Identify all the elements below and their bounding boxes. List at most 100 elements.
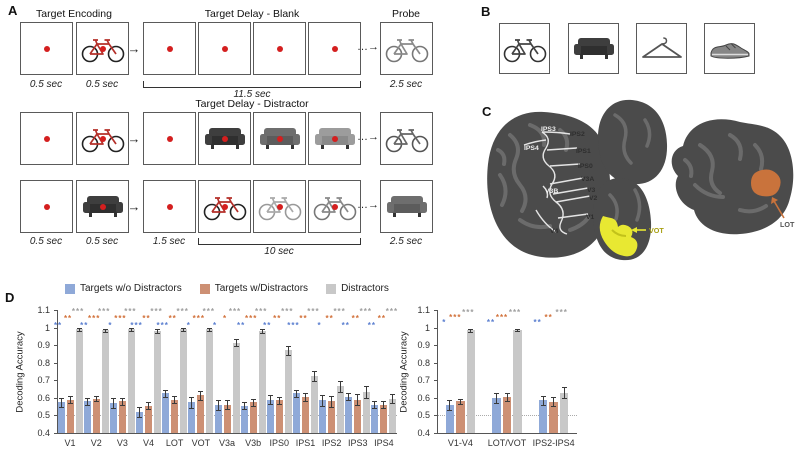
roi-label-IPS1: IPS1 xyxy=(576,148,591,155)
chart-legend: Targets w/o Distractors Targets w/Distrac… xyxy=(65,283,389,294)
error-bar-cap xyxy=(137,417,143,419)
roi-label-IPS0: IPS0 xyxy=(578,163,593,170)
error-bar-cap xyxy=(540,404,546,406)
error-bar-cap xyxy=(119,404,125,406)
error-bar-cap xyxy=(67,396,73,398)
y-tick-mark xyxy=(434,327,437,329)
significance-marker: *** xyxy=(254,307,268,316)
decoding-accuracy-chart-rois: 0.4 0.5 0.6 0.7 0.8 0.9 1 1.1 Decoding Accuracy *… xyxy=(0,280,412,450)
couch-mid-icon xyxy=(386,195,427,217)
error-bar-cap xyxy=(189,407,195,409)
bar-V3a-s0 xyxy=(214,404,222,433)
error-bar-cap xyxy=(468,331,474,333)
y-tick-label: 0.9 xyxy=(37,340,50,351)
significance-marker: ** xyxy=(544,313,553,322)
roi-label-V3B: V3B xyxy=(545,188,558,195)
bar-V3-s2 xyxy=(127,329,135,433)
bar-VOT-s0 xyxy=(188,402,196,433)
roi-label-IPS3: IPS3 xyxy=(541,126,556,133)
significance-marker: ** xyxy=(486,318,496,327)
fixation-dot xyxy=(99,203,106,210)
error-bar-cap xyxy=(146,402,152,404)
significance-marker: *** xyxy=(508,308,522,317)
y-axis-title: Decoding Accuracy xyxy=(398,330,410,413)
sequence-arrow: → xyxy=(127,199,141,214)
y-axis-title: Decoding Accuracy xyxy=(14,330,26,413)
fixation-dot xyxy=(43,203,50,210)
legend-swatch xyxy=(65,283,75,294)
bar-V2-s0 xyxy=(83,401,91,433)
error-bar-cap xyxy=(515,329,520,331)
error-bar-cap xyxy=(381,408,387,410)
y-tick-label: 0.6 xyxy=(37,392,50,403)
y-tick-mark xyxy=(54,362,57,364)
y-tick-mark xyxy=(434,433,437,434)
significance-marker: ** xyxy=(237,321,246,330)
fixation-dot xyxy=(166,203,173,210)
category-box-couch xyxy=(568,23,619,74)
roi-label-VOT: VOT xyxy=(649,226,664,235)
error-bar-cap xyxy=(551,406,557,408)
y-tick-label: 1.1 xyxy=(37,305,50,315)
sequence-arrow: → xyxy=(127,131,141,146)
error-bar-cap xyxy=(390,403,396,405)
error-bar xyxy=(78,327,80,332)
significance-marker: ** xyxy=(299,314,308,323)
legend-label: Targets w/Distractors xyxy=(214,283,309,294)
timing-blank-delay: 11.5 sec xyxy=(233,89,271,100)
bicycle-light-icon xyxy=(258,196,301,220)
category-box-shoe xyxy=(704,23,755,74)
error-bar-cap xyxy=(381,401,387,403)
sequence-arrow: → xyxy=(127,41,141,56)
y-tick-label: 0.8 xyxy=(417,357,430,368)
error-bar-cap xyxy=(338,381,344,383)
bar-IPS2-IPS4-s2 xyxy=(559,392,569,433)
significance-marker: * xyxy=(442,318,447,327)
significance-marker: *** xyxy=(333,307,346,316)
bicycle-red-icon xyxy=(81,38,124,62)
stimulus-box xyxy=(308,180,361,233)
couch-dark-icon xyxy=(82,195,123,217)
bar-IPS2-s0 xyxy=(319,400,327,433)
x-axis xyxy=(57,433,397,434)
legend-label: Targets w/o Distractors xyxy=(80,283,182,294)
error-bar-cap xyxy=(364,397,370,399)
error-bar-cap xyxy=(163,389,169,391)
error-bar-cap xyxy=(293,396,299,398)
fixation-dot xyxy=(221,135,228,142)
x-tick-label-V3: V3 xyxy=(116,438,128,448)
error-bar xyxy=(139,406,141,418)
fixation-dot xyxy=(43,135,50,142)
significance-marker: * xyxy=(222,314,228,323)
significance-marker: * xyxy=(108,321,113,330)
x-tick-label-IPS4: IPS4 xyxy=(374,438,394,448)
fixation-dot xyxy=(221,45,228,52)
error-bar xyxy=(148,402,150,410)
error-bar-cap xyxy=(457,404,463,405)
error-bar-cap xyxy=(267,404,273,405)
bar-IPS0-s0 xyxy=(266,399,274,433)
error-bar xyxy=(112,397,114,409)
y-tick-label: 1.1 xyxy=(417,305,430,315)
error-bar-cap xyxy=(241,402,247,404)
bicycle-cruiser-icon xyxy=(385,128,428,152)
error-bar-cap xyxy=(285,346,291,348)
legend-item-1: Targets w/Distractors xyxy=(199,283,309,294)
error-bar-cap xyxy=(320,395,326,397)
x-tick-label-V3b: V3b xyxy=(245,438,262,448)
x-tick-label-VOT: VOT xyxy=(191,438,211,448)
error-bar-cap xyxy=(285,354,291,356)
phase-label-target-delay-blank: Target Delay - Blank xyxy=(204,8,300,20)
bar-V3b-s2 xyxy=(258,331,266,433)
bar-LOT/VOT-s2 xyxy=(513,330,522,433)
fixation-dot xyxy=(276,135,283,142)
stimulus-box xyxy=(198,112,251,165)
significance-marker: *** xyxy=(71,307,85,316)
error-bar xyxy=(121,397,123,405)
error-bar xyxy=(506,392,508,402)
error-bar-cap xyxy=(241,409,247,411)
error-bar xyxy=(174,396,176,404)
category-box-hanger xyxy=(636,23,687,74)
roi-label-LOT: LOT xyxy=(780,220,795,229)
